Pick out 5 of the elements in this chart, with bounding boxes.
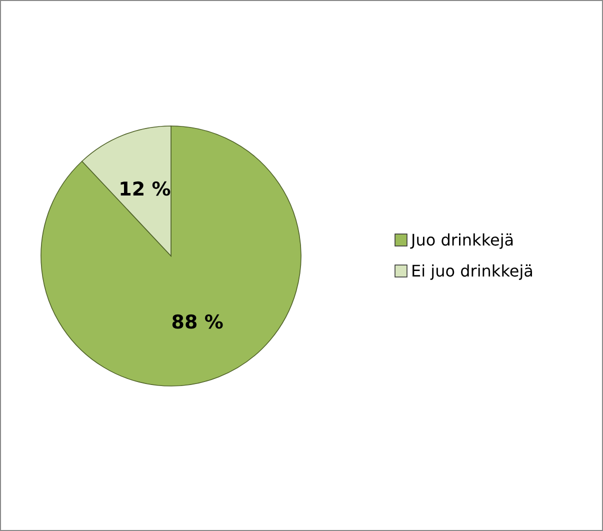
pie-slice xyxy=(40,126,302,386)
legend-label: Ei juo drinkkejä xyxy=(411,262,534,280)
legend-label: Juo drinkkejä xyxy=(410,230,514,250)
data-label: 88 % xyxy=(171,311,224,334)
data-label: 12 % xyxy=(118,178,171,201)
